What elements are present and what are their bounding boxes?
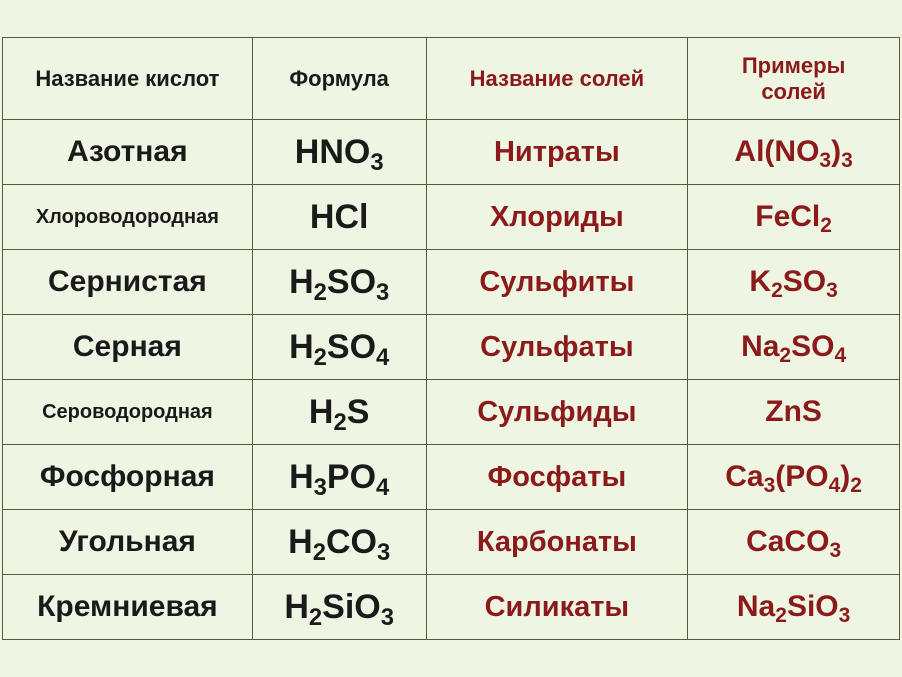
salt-name: Фосфаты xyxy=(426,445,688,510)
acid-formula: HNO3 xyxy=(252,120,426,185)
header-acid-name: Название кислот xyxy=(3,38,253,120)
salt-name: Карбонаты xyxy=(426,510,688,575)
salt-name: Нитраты xyxy=(426,120,688,185)
header-salt-example: Примеры солей xyxy=(688,38,900,120)
salt-name: Силикаты xyxy=(426,575,688,640)
acid-formula: H2S xyxy=(252,380,426,445)
acids-salts-table: Название кислот Формула Название солей П… xyxy=(2,37,900,640)
salt-example: Na2SO4 xyxy=(688,315,900,380)
table-row: АзотнаяHNO3НитратыAl(NO3)3 xyxy=(3,120,900,185)
acid-name: Хлороводородная xyxy=(3,185,253,250)
table-row: ХлороводороднаяHClХлоридыFeCl2 xyxy=(3,185,900,250)
acid-name: Фосфорная xyxy=(3,445,253,510)
acid-name: Серная xyxy=(3,315,253,380)
table-row: СероводороднаяH2SСульфидыZnS xyxy=(3,380,900,445)
table-row: ФосфорнаяH3PO4ФосфатыCa3(PO4)2 xyxy=(3,445,900,510)
acid-name: Азотная xyxy=(3,120,253,185)
acid-formula: H2SiO3 xyxy=(252,575,426,640)
acid-name: Сернистая xyxy=(3,250,253,315)
acid-formula: H2CO3 xyxy=(252,510,426,575)
acid-name: Угольная xyxy=(3,510,253,575)
salt-example: Na2SiO3 xyxy=(688,575,900,640)
table-body: АзотнаяHNO3НитратыAl(NO3)3Хлороводородна… xyxy=(3,120,900,640)
header-salt-example-line1: Примеры xyxy=(742,53,846,78)
salt-example: Ca3(PO4)2 xyxy=(688,445,900,510)
table-row: КремниеваяH2SiO3СиликатыNa2SiO3 xyxy=(3,575,900,640)
header-salt-example-line2: солей xyxy=(761,79,826,104)
salt-example: ZnS xyxy=(688,380,900,445)
acid-formula: H2SO4 xyxy=(252,315,426,380)
salt-name: Сульфиты xyxy=(426,250,688,315)
header-row: Название кислот Формула Название солей П… xyxy=(3,38,900,120)
salt-example: FeCl2 xyxy=(688,185,900,250)
salt-name: Сульфаты xyxy=(426,315,688,380)
header-formula: Формула xyxy=(252,38,426,120)
salt-example: CaCO3 xyxy=(688,510,900,575)
acid-formula: H2SO3 xyxy=(252,250,426,315)
salt-name: Хлориды xyxy=(426,185,688,250)
table-row: СернистаяH2SO3СульфитыK2SO3 xyxy=(3,250,900,315)
salt-name: Сульфиды xyxy=(426,380,688,445)
acid-name: Сероводородная xyxy=(3,380,253,445)
header-salt-name: Название солей xyxy=(426,38,688,120)
table-row: УгольнаяH2CO3КарбонатыCaCO3 xyxy=(3,510,900,575)
salt-example: Al(NO3)3 xyxy=(688,120,900,185)
acid-formula: H3PO4 xyxy=(252,445,426,510)
table-row: СернаяH2SO4СульфатыNa2SO4 xyxy=(3,315,900,380)
acid-name: Кремниевая xyxy=(3,575,253,640)
acid-formula: HCl xyxy=(252,185,426,250)
salt-example: K2SO3 xyxy=(688,250,900,315)
